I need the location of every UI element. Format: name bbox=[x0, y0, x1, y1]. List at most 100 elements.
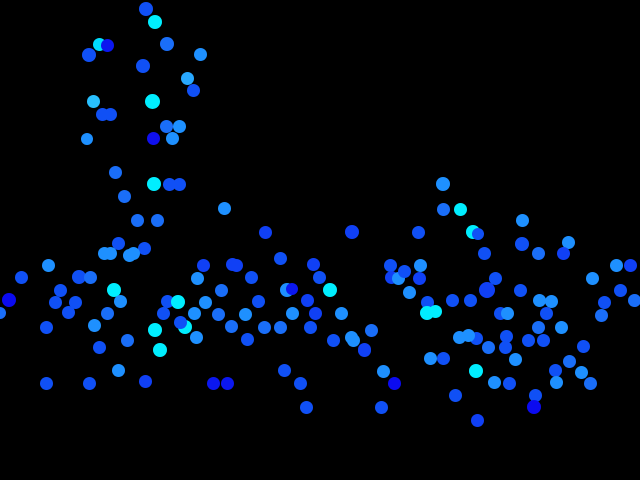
scatter-point bbox=[68, 295, 82, 309]
scatter-point bbox=[357, 342, 371, 356]
scatter-point bbox=[103, 246, 117, 260]
scatter-point bbox=[515, 237, 529, 251]
scatter-point bbox=[609, 258, 623, 272]
scatter-point bbox=[81, 133, 93, 145]
scatter-point bbox=[556, 246, 570, 260]
scatter-point bbox=[148, 323, 162, 337]
scatter-point bbox=[159, 119, 173, 133]
scatter-point bbox=[39, 376, 53, 390]
scatter-point bbox=[508, 352, 522, 366]
scatter-point bbox=[277, 363, 291, 377]
scatter-point bbox=[306, 257, 320, 271]
scatter-point bbox=[576, 339, 590, 353]
scatter-point bbox=[82, 48, 96, 62]
scatter-point bbox=[488, 271, 502, 285]
scatter-point bbox=[72, 270, 86, 284]
scatter-point bbox=[217, 201, 231, 215]
scatter-point bbox=[240, 332, 254, 346]
scatter-point bbox=[220, 376, 234, 390]
scatter-point bbox=[627, 293, 640, 307]
scatter-point bbox=[527, 400, 541, 414]
scatter-point bbox=[186, 83, 200, 97]
scatter-point bbox=[153, 343, 167, 357]
scatter-point bbox=[108, 165, 122, 179]
scatter-point bbox=[411, 225, 425, 239]
scatter-point bbox=[513, 283, 527, 297]
scatter-point bbox=[211, 307, 225, 321]
scatter-point bbox=[251, 294, 265, 308]
scatter-point bbox=[173, 315, 187, 329]
scatter-point bbox=[300, 293, 314, 307]
scatter-point bbox=[536, 333, 550, 347]
scatter-point bbox=[2, 293, 16, 307]
scatter-point bbox=[165, 131, 179, 145]
scatter-point bbox=[436, 351, 450, 365]
scatter-point bbox=[160, 37, 174, 51]
scatter-point bbox=[532, 293, 546, 307]
scatter-point bbox=[144, 93, 160, 109]
scatter-point bbox=[111, 236, 125, 250]
scatter-point bbox=[214, 283, 228, 297]
scatter-point bbox=[479, 282, 495, 298]
scatter-point bbox=[299, 400, 313, 414]
scatter-point bbox=[531, 246, 545, 260]
scatter-point bbox=[623, 258, 637, 272]
scatter-point bbox=[103, 107, 117, 121]
scatter-point bbox=[412, 271, 426, 285]
scatter-point bbox=[273, 320, 287, 334]
scatter-point bbox=[286, 283, 298, 295]
scatter-point bbox=[87, 318, 101, 332]
scatter-point bbox=[397, 264, 411, 278]
scatter-point bbox=[293, 376, 307, 390]
scatter-point bbox=[100, 306, 114, 320]
scatter-point bbox=[137, 241, 151, 255]
scatter-point bbox=[257, 320, 271, 334]
scatter-point bbox=[561, 235, 575, 249]
scatter-point bbox=[82, 376, 96, 390]
scatter-point bbox=[107, 283, 121, 297]
scatter-point bbox=[376, 364, 390, 378]
scatter-point bbox=[597, 295, 611, 309]
scatter-point bbox=[402, 285, 416, 299]
scatter-point bbox=[531, 320, 545, 334]
scatter-point bbox=[150, 213, 164, 227]
scatter-point bbox=[334, 306, 348, 320]
scatter-point bbox=[172, 177, 186, 191]
scatter-point bbox=[244, 270, 258, 284]
scatter-point bbox=[583, 376, 597, 390]
scatter-point bbox=[613, 283, 627, 297]
scatter-point bbox=[156, 306, 170, 320]
scatter-point bbox=[113, 294, 127, 308]
scatter-point bbox=[111, 363, 125, 377]
scatter-point bbox=[171, 295, 185, 309]
scatter-point bbox=[502, 376, 516, 390]
scatter-point bbox=[224, 319, 238, 333]
scatter-point bbox=[436, 177, 450, 191]
scatter-point bbox=[554, 320, 568, 334]
scatter-point bbox=[138, 374, 152, 388]
scatter-point bbox=[196, 258, 210, 272]
scatter-point bbox=[312, 270, 326, 284]
scatter-point bbox=[187, 306, 201, 320]
scatter-point bbox=[172, 119, 186, 133]
scatter-point bbox=[193, 47, 207, 61]
scatter-point bbox=[189, 330, 203, 344]
scatter-point bbox=[481, 340, 495, 354]
scatter-point bbox=[100, 38, 114, 52]
scatter-point bbox=[383, 258, 397, 272]
scatter-point bbox=[374, 400, 388, 414]
scatter-point bbox=[469, 364, 483, 378]
scatter-point bbox=[423, 351, 437, 365]
scatter-point bbox=[472, 228, 484, 240]
scatter-point bbox=[285, 306, 299, 320]
scatter-point bbox=[258, 225, 272, 239]
scatter-point bbox=[162, 177, 176, 191]
scatter-point bbox=[498, 340, 512, 354]
scatter-point bbox=[413, 258, 427, 272]
scatter-point bbox=[528, 388, 542, 402]
scatter-point bbox=[126, 246, 140, 260]
scatter-point bbox=[436, 202, 450, 216]
scatter-point bbox=[428, 304, 442, 318]
scatter-point bbox=[303, 320, 317, 334]
scatter-point bbox=[273, 251, 287, 265]
